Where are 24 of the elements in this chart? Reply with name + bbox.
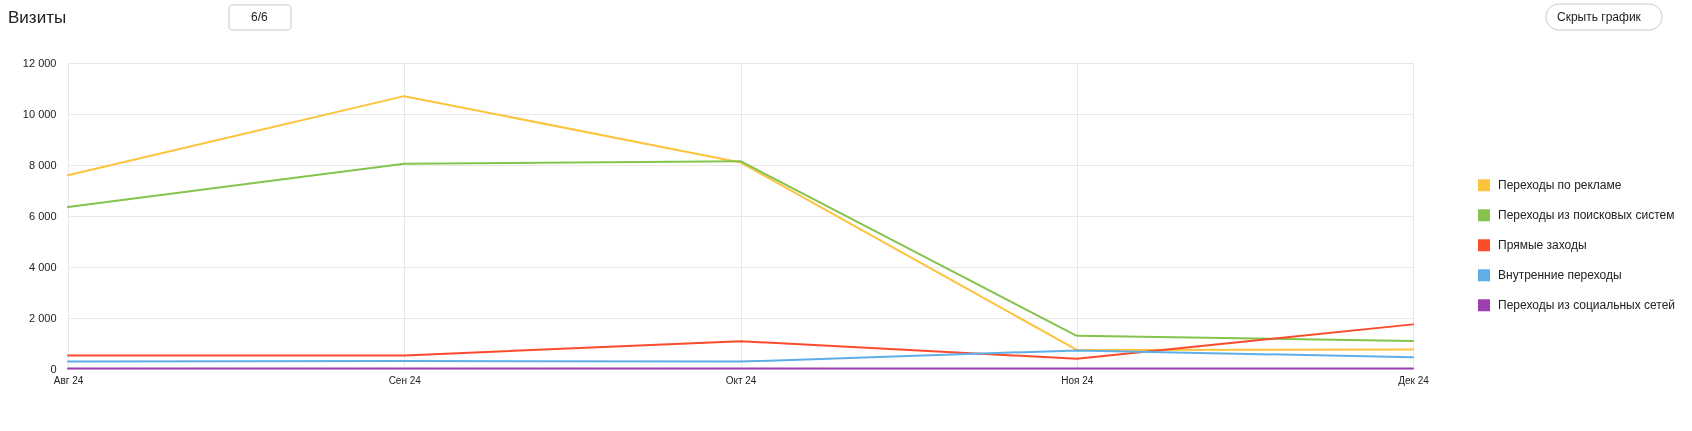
y-tick-label: 4 000	[28, 260, 57, 273]
text: 6/6	[251, 10, 269, 24]
line-series	[67, 95, 1414, 351]
line-series	[67, 349, 1414, 363]
legend-label: Переходы из социальных сетей	[1498, 298, 1676, 313]
legend-label: Переходы по рекламе	[1498, 178, 1622, 193]
text: Скрыть график	[1557, 10, 1642, 24]
y-tick-label: 8 000	[28, 158, 57, 171]
line-series	[67, 323, 1414, 360]
legend-label: Прямые заходы	[1498, 238, 1587, 253]
y-tick-label: 2 000	[28, 311, 57, 324]
x-tick-label: Авг 24	[53, 374, 84, 386]
legend-label: Внутренние переходы	[1498, 268, 1622, 283]
legend-label: Переходы из поисковых систем	[1498, 208, 1675, 223]
x-tick-label: Сен 24	[388, 374, 422, 386]
y-tick-label: 0	[50, 362, 57, 375]
x-tick-label: Дек 24	[1398, 374, 1430, 386]
x-tick-label: Ноя 24	[1061, 374, 1094, 386]
chart-title: Визиты	[8, 8, 67, 27]
y-tick-label: 12 000	[22, 56, 57, 69]
line-series	[67, 160, 1414, 342]
x-tick-label: Окт 24	[725, 374, 757, 386]
y-tick-label: 10 000	[22, 107, 57, 120]
y-tick-label: 6 000	[28, 209, 57, 222]
